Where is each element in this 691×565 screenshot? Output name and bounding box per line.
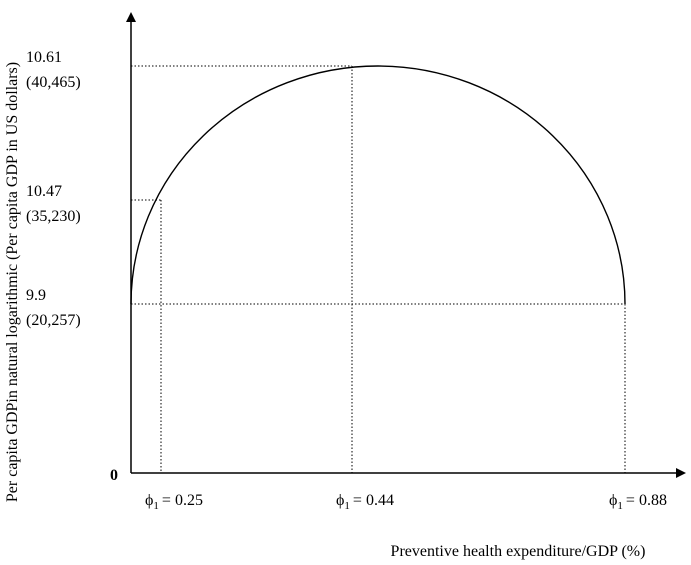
y-tick-label: 10.61 [26,49,62,66]
y-tick-label: 10.47 [26,183,62,200]
y-tick-sublabel: (20,257) [26,312,81,329]
reference-lines [131,65,626,473]
y-axis-title: Per capita GDPin natural logarithmic (Pe… [4,62,21,502]
y-tick-label: 9.9 [26,287,46,304]
x-axis-title: Preventive health expenditure/GDP (%) [391,543,646,560]
x-tick-label: ϕ1 = 0.44 [336,492,394,512]
y-tick-labels: 10.61 (40,465) 10.47 (35,230) 9.9 (20,257) [26,49,81,329]
x-tick-label: ϕ1 = 0.88 [609,492,667,512]
y-tick-sublabel: (35,230) [26,208,81,225]
x-tick-labels: ϕ1 = 0.25 ϕ1 = 0.44 ϕ1 = 0.88 [145,492,667,512]
origin-label: 0 [110,467,118,484]
series-line [130,65,626,305]
y-tick-sublabel: (40,465) [26,74,81,91]
x-tick-label: ϕ1 = 0.25 [145,492,203,512]
